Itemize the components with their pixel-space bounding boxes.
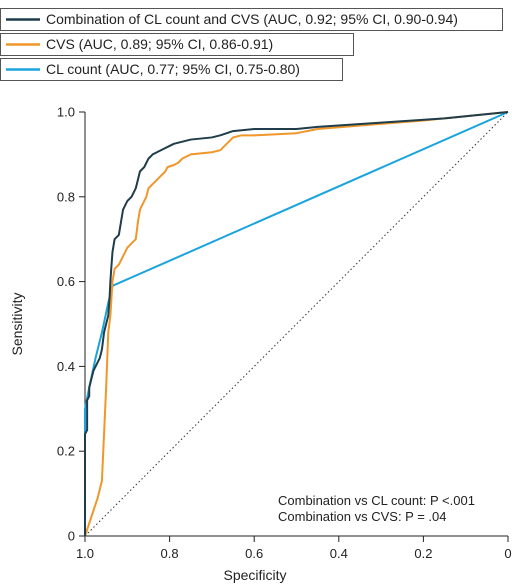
- y-tick-label: 1.0: [57, 105, 75, 120]
- legend-box-3: [0, 58, 343, 81]
- y-tick-label: 0.6: [57, 274, 75, 289]
- legend-box-1: [0, 8, 503, 31]
- series-line-cvs: [84, 111, 509, 537]
- x-axis-title: Specificity: [223, 567, 286, 583]
- series-group: [84, 111, 509, 537]
- y-tick-label: 0: [68, 529, 75, 544]
- y-tick-label: 0.2: [57, 444, 75, 459]
- series-line-combination: [84, 111, 509, 536]
- y-tick-label: 0.8: [57, 189, 75, 204]
- y-ticks: 0 0.2 0.4 0.6 0.8 1.0: [57, 105, 85, 544]
- x-tick-label: 1.0: [76, 546, 94, 561]
- x-tick-label: 0.6: [245, 546, 263, 561]
- x-tick-label: 0.4: [330, 546, 348, 561]
- legend-label-cvs: CVS (AUC, 0.89; 95% CI, 0.86-0.91): [46, 36, 273, 52]
- y-axis-title: Sensitivity: [9, 292, 25, 355]
- legend: Combination of CL count and CVS (AUC, 0.…: [0, 8, 503, 81]
- legend-box-2: [0, 33, 354, 56]
- annotation-cvs: Combination vs CVS: P = .04: [278, 509, 447, 524]
- annotation-cl-count: Combination vs CL count: P <.001: [278, 493, 475, 508]
- legend-label-combination: Combination of CL count and CVS (AUC, 0.…: [46, 11, 458, 27]
- x-tick-label: 0.2: [414, 546, 432, 561]
- y-tick-label: 0.4: [57, 359, 75, 374]
- x-tick-label: 0.8: [161, 546, 179, 561]
- x-tick-label: 0: [504, 546, 511, 561]
- legend-label-cl-count: CL count (AUC, 0.77; 95% CI, 0.75-0.80): [46, 61, 300, 77]
- reference-diagonal-line: [84, 111, 509, 537]
- x-ticks: 1.0 0.8 0.6 0.4 0.2 0: [76, 536, 512, 561]
